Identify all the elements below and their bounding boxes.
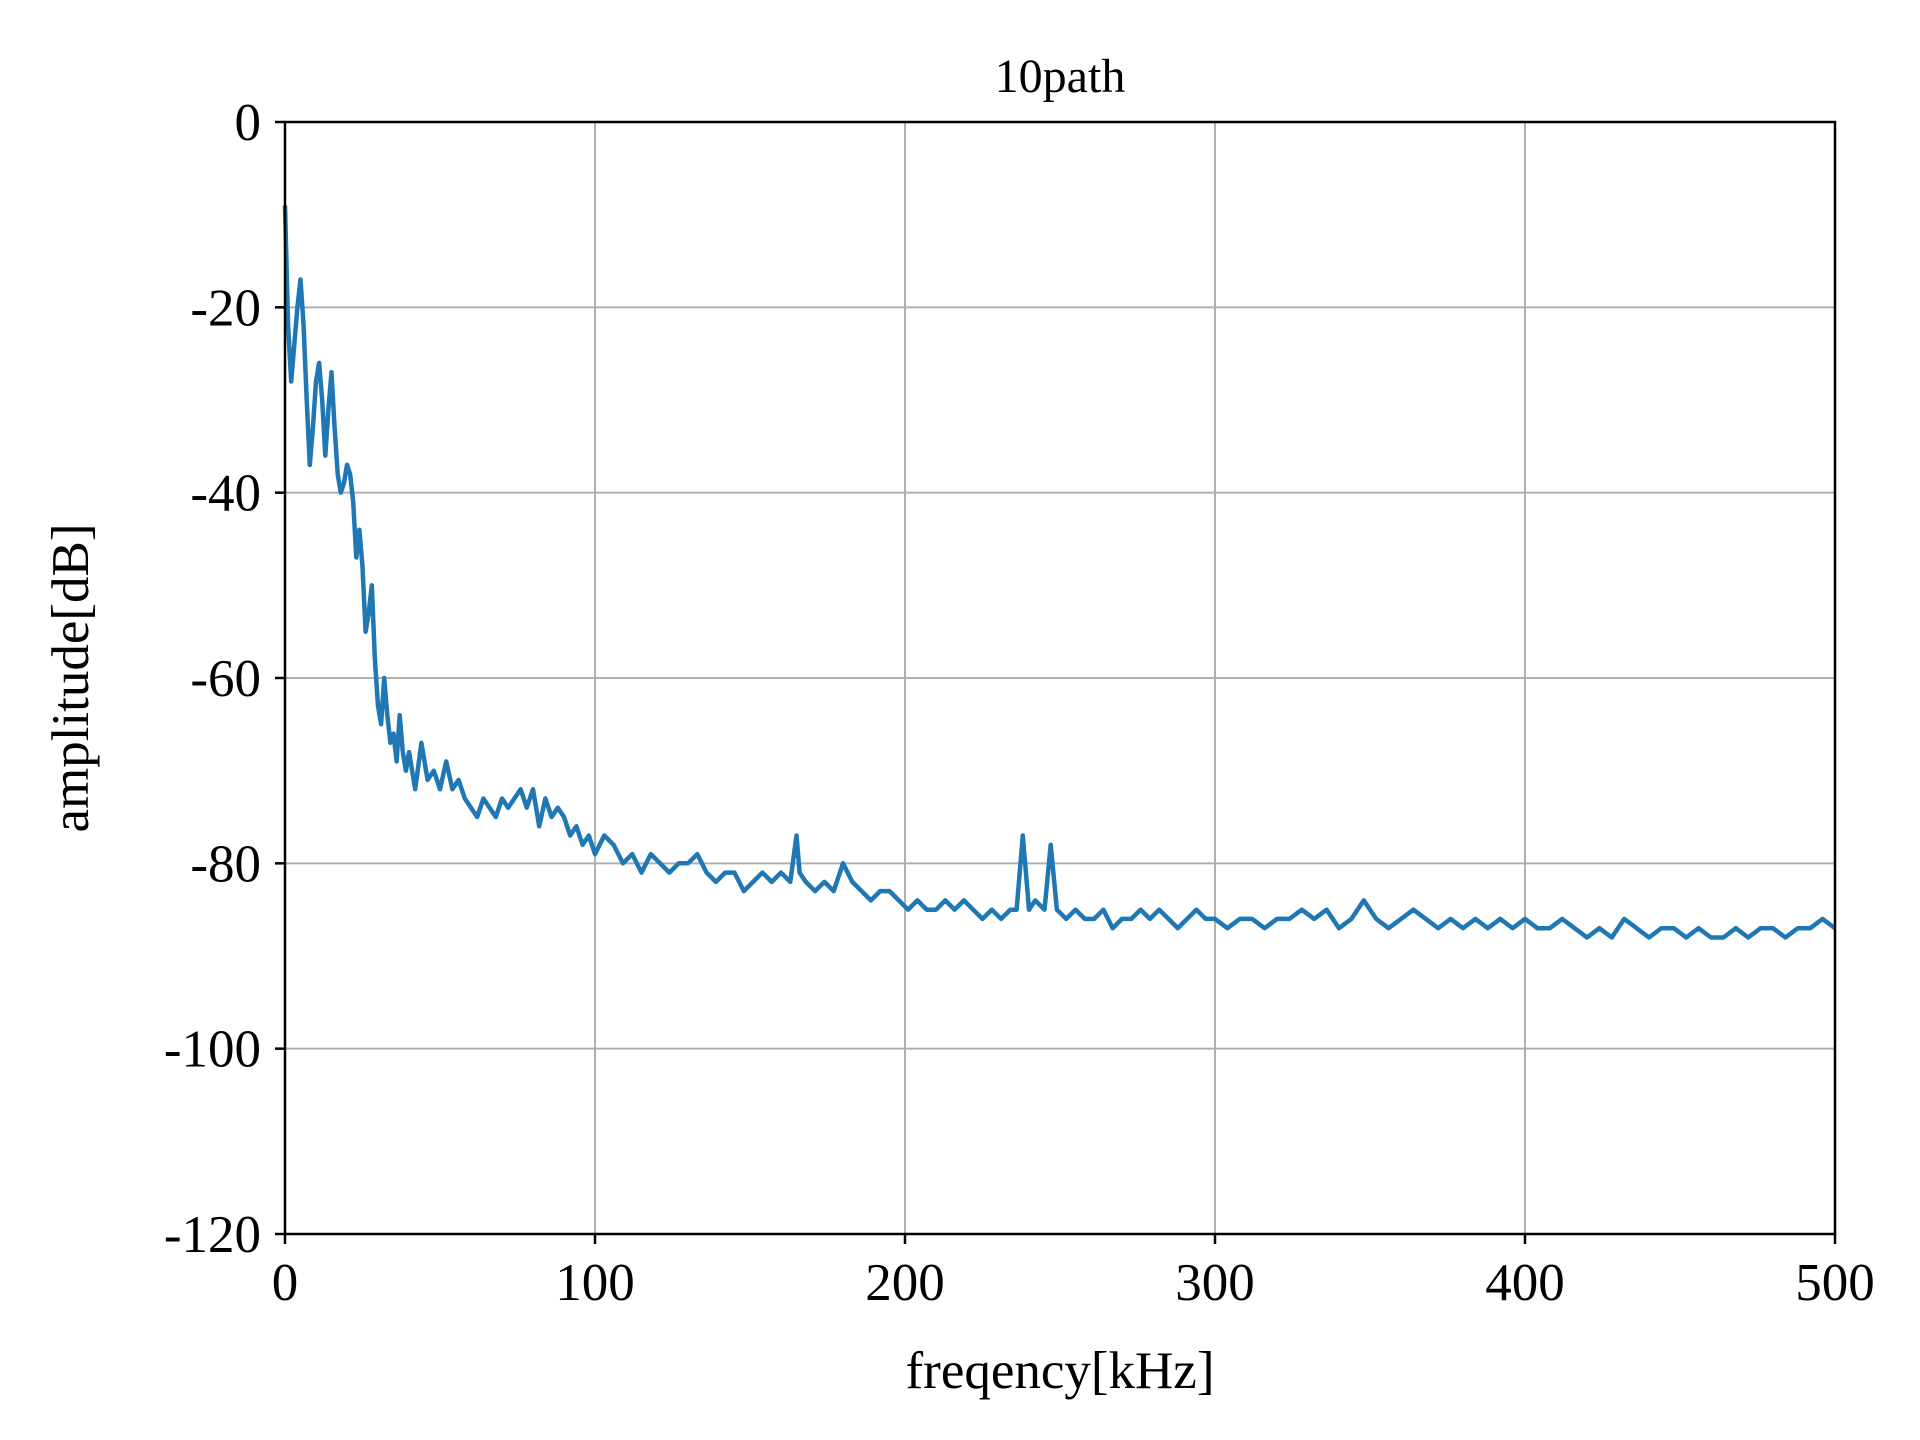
chart-title: 10path xyxy=(995,50,1126,103)
x-tick-label: 300 xyxy=(1175,1254,1255,1312)
series-line xyxy=(282,205,1837,940)
ticks: 0 100 200 300 400 500 0 -20 -40 -60 -80 -100 -120 xyxy=(164,94,1875,1312)
grid xyxy=(284,121,1836,1235)
x-axis-title: freqency[kHz] xyxy=(906,1342,1215,1400)
y-axis-title: amplitude[dB] xyxy=(42,523,100,832)
x-tick-label: 200 xyxy=(865,1254,945,1312)
y-tick-label: -80 xyxy=(190,835,261,893)
x-tick-label: 0 xyxy=(272,1254,299,1312)
y-tick-label: -20 xyxy=(190,279,261,337)
y-tick-label: 0 xyxy=(235,94,262,152)
x-tick-label: 100 xyxy=(555,1254,635,1312)
x-tick-label: 500 xyxy=(1795,1254,1875,1312)
y-tick-label: -100 xyxy=(164,1021,261,1079)
y-tick-label: -120 xyxy=(164,1206,261,1264)
y-tick-label: -60 xyxy=(190,650,261,708)
x-tick-label: 400 xyxy=(1485,1254,1565,1312)
y-tick-label: -40 xyxy=(190,465,261,523)
